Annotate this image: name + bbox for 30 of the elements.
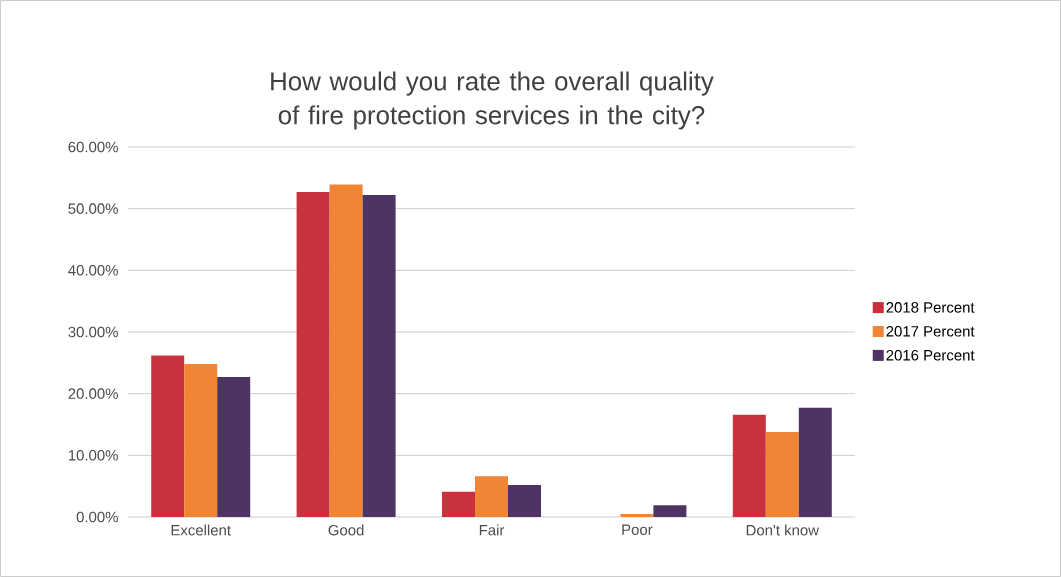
x-tick-label: Poor <box>622 524 653 535</box>
legend-label: 2018 Percent <box>886 302 975 313</box>
y-tick-label: 10.00% <box>68 450 118 461</box>
chart-title: How would you rate the overall quality of fire protection services in the city? <box>271 71 714 130</box>
bar <box>296 192 330 517</box>
bar <box>508 484 541 517</box>
bar <box>765 431 799 517</box>
bar <box>732 414 766 517</box>
y-tick-label: 0.00% <box>76 511 118 523</box>
bar <box>151 355 185 517</box>
bar <box>217 377 251 517</box>
bar <box>653 505 687 517</box>
bar <box>362 195 396 517</box>
y-tick-label: 30.00% <box>68 326 118 338</box>
bar <box>798 407 832 517</box>
bar <box>329 184 363 517</box>
legend-label: 2016 Percent <box>886 349 975 361</box>
x-tick-label: Don't know <box>746 524 820 536</box>
y-tick-label: 50.00% <box>68 203 118 214</box>
bar <box>620 513 654 517</box>
x-tick-label: Fair <box>479 524 505 536</box>
bar <box>442 491 475 517</box>
x-tick-label: Good <box>328 524 364 536</box>
x-tick-label: Excellent <box>171 524 231 536</box>
y-tick-label: 40.00% <box>68 265 118 276</box>
y-tick-label: 20.00% <box>68 388 118 399</box>
bar <box>475 476 508 517</box>
y-tick-label: 60.00% <box>68 141 118 153</box>
bar <box>184 364 218 517</box>
legend-label: 2017 Percent <box>886 326 975 337</box>
